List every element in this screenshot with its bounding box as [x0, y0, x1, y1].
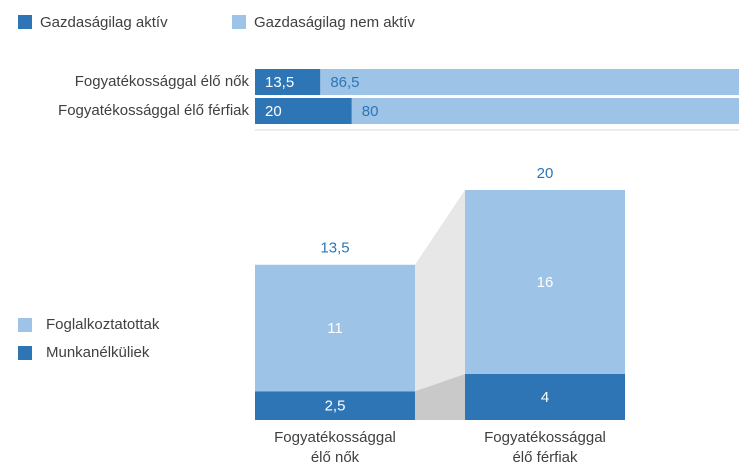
- data-label: 11: [327, 320, 343, 337]
- data-label: 86,5: [330, 74, 359, 91]
- data-label: 80: [362, 103, 379, 120]
- legend-swatch: [18, 15, 32, 29]
- x-tick-label: Fogyatékossággal élő nők: [274, 429, 396, 466]
- data-label: 20: [265, 103, 282, 120]
- bar-segment: [255, 391, 415, 420]
- bar-segment: [465, 374, 625, 420]
- data-label: 16: [537, 274, 554, 291]
- legend-label: Foglalkoztatottak: [46, 316, 160, 333]
- data-label: 2,5: [325, 398, 346, 415]
- legend-swatch: [18, 346, 32, 360]
- bar-segment: [255, 69, 321, 95]
- connector: [415, 374, 465, 420]
- legend-label: Gazdaságilag nem aktív: [254, 14, 415, 31]
- x-tick-label: Fogyatékossággal élő férfiak: [484, 429, 606, 466]
- data-label: 13,5: [265, 74, 294, 91]
- y-tick-label: Fogyatékossággal élő nők: [75, 73, 250, 90]
- legend-label: Munkanélküliek: [46, 344, 150, 361]
- legend-swatch: [18, 318, 32, 332]
- legend-swatch: [232, 15, 246, 29]
- bar-segment: [255, 98, 352, 124]
- bar-segment: [351, 98, 739, 124]
- bar-segment: [320, 69, 739, 95]
- total-label: 20: [537, 165, 554, 182]
- data-label: 4: [541, 389, 549, 406]
- bar-segment: [465, 190, 625, 374]
- connector: [415, 190, 465, 392]
- y-tick-label: Fogyatékossággal élő férfiak: [58, 102, 249, 119]
- legend-label: Gazdaságilag aktív: [40, 14, 168, 31]
- total-label: 13,5: [320, 240, 349, 257]
- bar-segment: [255, 264, 415, 392]
